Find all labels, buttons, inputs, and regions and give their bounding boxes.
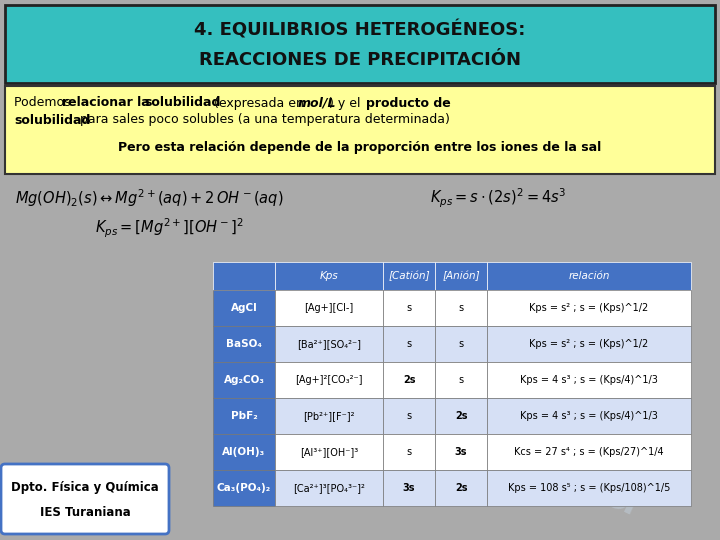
Text: s: s [406,411,412,421]
Text: Kcs = 27 s⁴ ; s = (Kps/27)^1/4: Kcs = 27 s⁴ ; s = (Kps/27)^1/4 [514,447,664,457]
Text: 4. EQUILIBRIOS HETEROGÉNEOS:: 4. EQUILIBRIOS HETEROGÉNEOS: [194,21,526,39]
FancyBboxPatch shape [1,464,169,534]
Bar [275,470,383,506]
Bar [487,362,691,398]
Bar [487,398,691,434]
Text: Kps = s² ; s = (Kps)^1/2: Kps = s² ; s = (Kps)^1/2 [529,339,649,349]
Text: Kps = 4 s³ ; s = (Kps/4)^1/3: Kps = 4 s³ ; s = (Kps/4)^1/3 [520,375,658,385]
Text: AgCl: AgCl [230,303,257,313]
Bar [213,434,275,470]
Text: Ag₂CO₃: Ag₂CO₃ [223,375,264,385]
Bar [435,262,487,290]
Bar [213,262,275,290]
Bar [275,262,383,290]
Text: Kps = s² ; s = (Kps)^1/2: Kps = s² ; s = (Kps)^1/2 [529,303,649,313]
Bar [213,326,275,362]
Bar [487,262,691,290]
Text: relación: relación [568,271,610,281]
Bar [213,362,275,398]
Text: mol/L: mol/L [298,97,336,110]
Bar [383,434,435,470]
Text: $K_{ps} = s \cdot (2s)^2 = 4s^3$: $K_{ps} = s \cdot (2s)^2 = 4s^3$ [430,186,567,210]
Bar [275,326,383,362]
Text: REACCIONES DE PRECIPITACIÓN: REACCIONES DE PRECIPITACIÓN [199,51,521,69]
Text: Ca₃(PO₄)₂: Ca₃(PO₄)₂ [217,483,271,493]
Text: Kps = 4 s³ ; s = (Kps/4)^1/3: Kps = 4 s³ ; s = (Kps/4)^1/3 [520,411,658,421]
Bar [435,326,487,362]
Text: $K_{ps} = [Mg^{2+}][OH^-]^2$: $K_{ps} = [Mg^{2+}][OH^-]^2$ [95,217,244,240]
Text: solubilidad: solubilidad [144,97,220,110]
Bar [487,434,691,470]
Bar [275,434,383,470]
Bar [435,434,487,470]
Text: [Catión]: [Catión] [388,271,430,281]
Text: producto de: producto de [366,97,451,110]
Text: [Ag+]²[CO₃²⁻]: [Ag+]²[CO₃²⁻] [295,375,363,385]
Bar [435,470,487,506]
Bar [275,362,383,398]
Text: PbF₂: PbF₂ [230,411,257,421]
Bar [275,290,383,326]
Text: s: s [459,375,464,385]
Bar [5,86,715,174]
Bar [487,326,691,362]
Text: 2s: 2s [455,411,467,421]
Text: 3s: 3s [402,483,415,493]
Bar [435,362,487,398]
Bar [383,470,435,506]
Text: s: s [459,303,464,313]
Text: [Pb²⁺][F⁻]²: [Pb²⁺][F⁻]² [303,411,355,421]
Text: 2s: 2s [402,375,415,385]
Text: Kps: Kps [320,271,338,281]
Text: s: s [406,447,412,457]
Text: s: s [406,303,412,313]
Text: IES Turaniana: IES Turaniana [40,505,130,518]
Text: ) y el: ) y el [329,97,364,110]
Bar [383,326,435,362]
Bar [213,470,275,506]
Text: 2s: 2s [455,483,467,493]
Text: solubilidad: solubilidad [14,113,91,126]
Bar [487,290,691,326]
Text: [Ag+][Cl-]: [Ag+][Cl-] [305,303,354,313]
Text: relacionar la: relacionar la [62,97,154,110]
Text: Podemos: Podemos [14,97,75,110]
Bar [5,5,715,83]
Bar [383,262,435,290]
Bar [487,470,691,506]
Bar [383,398,435,434]
Text: $Mg(OH)_2(s) \leftrightarrow Mg^{2+}(aq) + 2\,OH^-(aq)$: $Mg(OH)_2(s) \leftrightarrow Mg^{2+}(aq)… [15,187,284,209]
Text: 3s: 3s [455,447,467,457]
Text: s: s [406,339,412,349]
Text: Al(OH)₃: Al(OH)₃ [222,447,266,457]
Bar [275,398,383,434]
Text: [Anión]: [Anión] [442,271,480,281]
Bar [213,398,275,434]
Text: Dpto. Física y Química: Dpto. Física y Química [11,482,159,495]
Bar [383,290,435,326]
Text: Pero esta relación depende de la proporción entre los iones de la sal: Pero esta relación depende de la proporc… [118,140,602,153]
Bar [435,398,487,434]
Text: BaSO₄: BaSO₄ [226,339,262,349]
Bar [213,290,275,326]
Text: [Al³⁺][OH⁻]³: [Al³⁺][OH⁻]³ [300,447,358,457]
Text: IES Turaniana: IES Turaniana [202,270,657,530]
Text: [Ba²⁺][SO₄²⁻]: [Ba²⁺][SO₄²⁻] [297,339,361,349]
Bar [383,362,435,398]
Text: (expresada en: (expresada en [206,97,308,110]
Text: para sales poco solubles (a una temperatura determinada): para sales poco solubles (a una temperat… [76,113,450,126]
Text: s: s [459,339,464,349]
Bar [435,290,487,326]
Text: [Ca²⁺]³[PO₄³⁻]²: [Ca²⁺]³[PO₄³⁻]² [293,483,365,493]
Text: Kps = 108 s⁵ ; s = (Kps/108)^1/5: Kps = 108 s⁵ ; s = (Kps/108)^1/5 [508,483,670,493]
